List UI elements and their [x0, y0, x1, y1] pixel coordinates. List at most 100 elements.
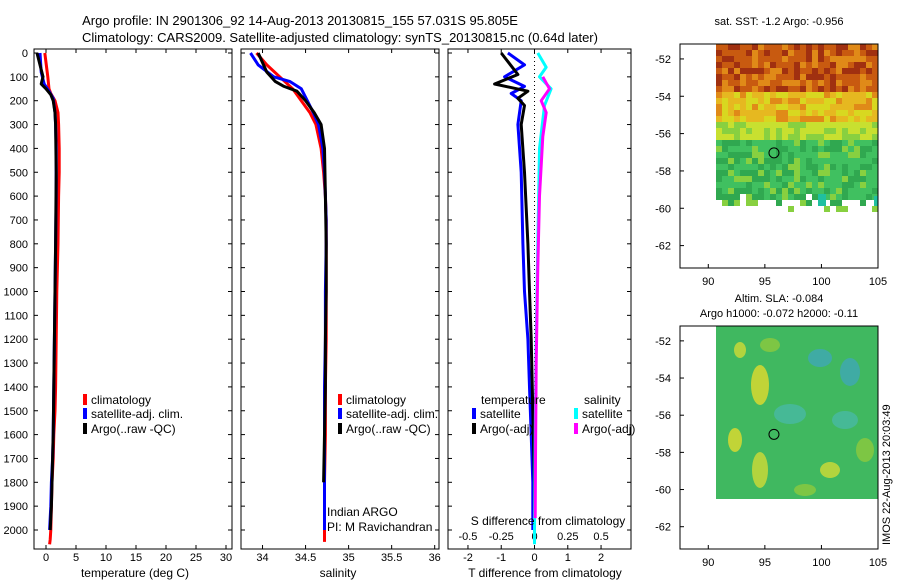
sst-cell — [830, 140, 836, 146]
sst-cell — [746, 128, 752, 134]
sst-cell — [764, 116, 770, 122]
sst-cell — [782, 164, 788, 170]
sst-cell — [800, 92, 806, 98]
sst-cell — [752, 62, 758, 68]
sst-cell — [746, 110, 752, 116]
map-x-tick-label: 90 — [702, 557, 714, 569]
sst-cell — [872, 92, 878, 98]
sst-cell — [770, 158, 776, 164]
sst-cell — [800, 158, 806, 164]
sst-cell — [722, 176, 728, 182]
sst-cell — [836, 200, 842, 206]
sst-cell — [818, 122, 824, 128]
sst-cell — [782, 68, 788, 74]
sst-cell — [740, 98, 746, 104]
sst-cell — [764, 134, 770, 140]
sst-cell — [842, 56, 848, 62]
sst-cell — [728, 92, 734, 98]
sst-cell — [764, 152, 770, 158]
sst-cell — [806, 50, 812, 56]
legend-title-temperature: temperature — [481, 393, 546, 407]
sst-cell — [866, 104, 872, 110]
sst-cell — [746, 194, 752, 200]
sst-cell — [794, 170, 800, 176]
sst-cell — [788, 44, 794, 50]
sst-cell — [800, 194, 806, 200]
sst-cell — [764, 92, 770, 98]
sst-cell — [722, 170, 728, 176]
sst-cell — [716, 80, 722, 86]
map-y-tick-label: -62 — [655, 522, 671, 534]
sst-cell — [842, 110, 848, 116]
sst-cell — [716, 128, 722, 134]
sst-cell — [758, 104, 764, 110]
sst-cell — [782, 134, 788, 140]
sst-cell — [734, 164, 740, 170]
sst-cell — [860, 146, 866, 152]
sst-cell — [800, 164, 806, 170]
depth-tick-label: 1900 — [4, 501, 28, 513]
temperature-panel: 0 5 10 15 20 25 30 — [35, 49, 232, 564]
sst-cell — [722, 188, 728, 194]
map-y-tick-label: -58 — [655, 166, 671, 178]
sst-cell — [728, 98, 734, 104]
sla-eddy — [760, 338, 780, 352]
sst-cell — [860, 188, 866, 194]
sst-cell — [782, 86, 788, 92]
sst-cell — [836, 44, 842, 50]
sst-cell — [806, 62, 812, 68]
sst-cell — [854, 134, 860, 140]
sla-map-frame — [679, 325, 879, 550]
sst-cell — [800, 44, 806, 50]
sst-cell — [728, 146, 734, 152]
sst-cell — [776, 146, 782, 152]
sst-cell — [728, 80, 734, 86]
depth-tick-label: 600 — [10, 191, 28, 203]
sst-cell — [734, 74, 740, 80]
sst-cell — [848, 86, 854, 92]
sst-cell — [776, 194, 782, 200]
sst-cell — [830, 104, 836, 110]
sst-cell — [770, 62, 776, 68]
depth-tick-label: 400 — [10, 143, 28, 155]
sst-cell — [848, 152, 854, 158]
sst-cell — [818, 170, 824, 176]
sst-cell — [716, 92, 722, 98]
sst-cell — [758, 110, 764, 116]
sst-cell — [872, 68, 878, 74]
sst-cell — [812, 152, 818, 158]
sst-cell — [830, 164, 836, 170]
sst-cell — [836, 98, 842, 104]
sst-cell — [740, 122, 746, 128]
sst-cell — [764, 104, 770, 110]
sst-cell — [740, 74, 746, 80]
sst-cell — [794, 134, 800, 140]
sst-cell — [728, 122, 734, 128]
sst-cell — [842, 146, 848, 152]
sst-cell — [740, 92, 746, 98]
sst-cell — [758, 44, 764, 50]
sst-cell — [746, 80, 752, 86]
sst-cell — [716, 146, 722, 152]
salinity-legend: climatology satellite-adj. clim. Argo(..… — [338, 393, 438, 436]
sst-cell — [752, 80, 758, 86]
sst-cell — [824, 188, 830, 194]
sst-cell — [842, 116, 848, 122]
sst-cell — [746, 56, 752, 62]
sst-cell — [758, 128, 764, 134]
sst-cell — [740, 116, 746, 122]
sst-cell — [716, 68, 722, 74]
series-line-climatology — [255, 52, 328, 542]
sst-cell — [758, 116, 764, 122]
sst-cell — [854, 50, 860, 56]
sst-cell — [782, 92, 788, 98]
sst-cell — [734, 68, 740, 74]
sst-cell — [722, 158, 728, 164]
sst-cell — [752, 56, 758, 62]
sst-cell — [842, 62, 848, 68]
sst-cell — [716, 182, 722, 188]
sst-cell — [818, 86, 824, 92]
sst-cell — [722, 122, 728, 128]
series-line-temperature-satellite — [503, 51, 535, 530]
sst-cell — [866, 56, 872, 62]
